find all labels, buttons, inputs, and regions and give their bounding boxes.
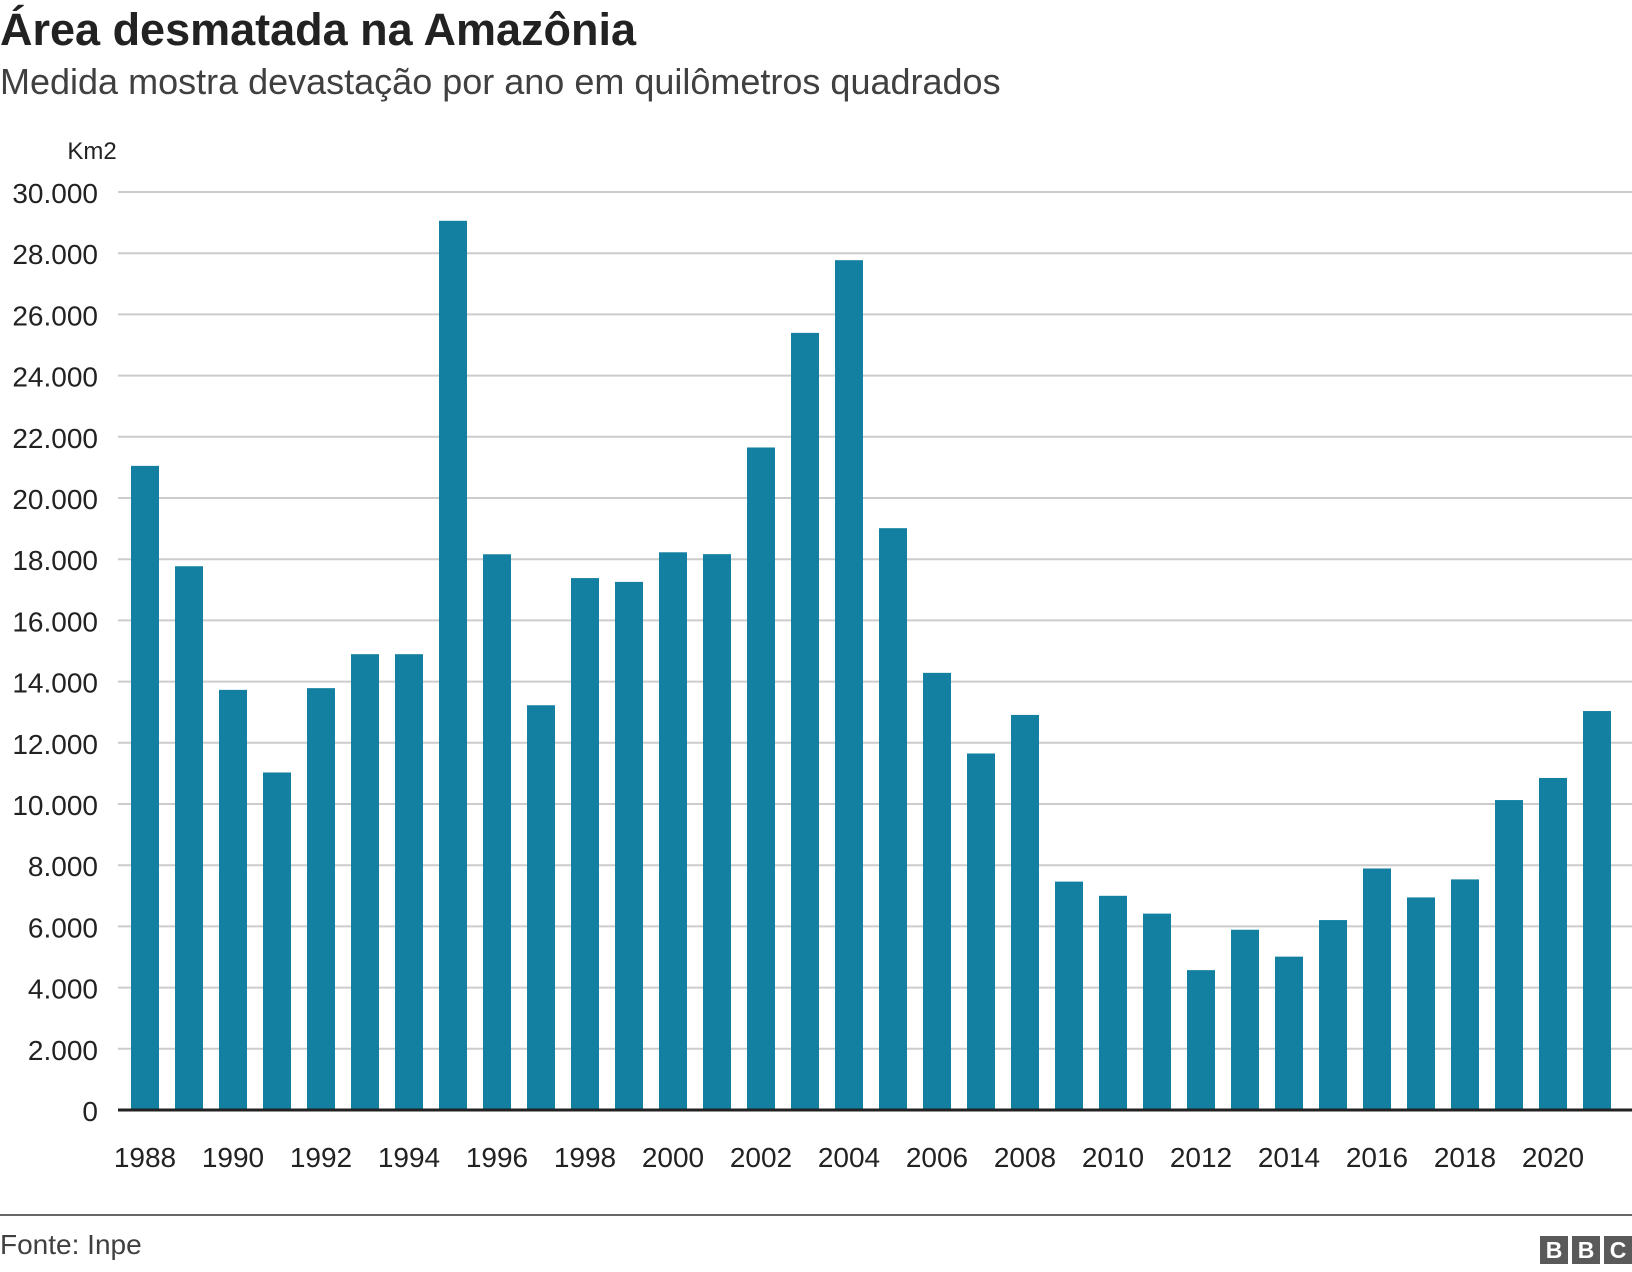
y-tick-label: 0 — [82, 1096, 98, 1127]
bar — [1275, 956, 1303, 1110]
y-tick-label: 26.000 — [12, 300, 98, 331]
bar — [351, 654, 379, 1110]
x-tick-label: 1994 — [378, 1142, 440, 1173]
y-tick-label: 16.000 — [12, 606, 98, 637]
bar — [1583, 711, 1611, 1110]
bar — [835, 260, 863, 1111]
x-tick-label: 1998 — [554, 1142, 616, 1173]
bar — [1055, 881, 1083, 1110]
x-tick-label: 1992 — [290, 1142, 352, 1173]
bar — [615, 581, 643, 1110]
bar — [1231, 929, 1259, 1110]
y-tick-label: 24.000 — [12, 362, 98, 393]
axis-labels: 0 2.000 4.000 6.000 8.000 10.000 12.000 14.000 1… — [12, 138, 1584, 1173]
bar — [967, 753, 995, 1110]
chart-subtitle: Medida mostra devastação por ano em quil… — [0, 61, 1001, 102]
y-tick-label: 18.000 — [12, 545, 98, 576]
x-tick-label: 1990 — [202, 1142, 264, 1173]
x-tick-label: 2020 — [1522, 1142, 1584, 1173]
x-tick-label: 2018 — [1434, 1142, 1496, 1173]
gridlines — [118, 191, 1632, 1050]
x-tick-label: 2012 — [1170, 1142, 1232, 1173]
bar — [923, 672, 951, 1110]
bbc-logo-letter: B — [1572, 1236, 1600, 1264]
y-tick-label: 8.000 — [28, 851, 98, 882]
bar — [307, 688, 335, 1110]
chart-title: Área desmatada na Amazônia — [0, 4, 637, 55]
x-tick-label: 1988 — [114, 1142, 176, 1173]
bar — [219, 689, 247, 1110]
bar-chart: 0 2.000 4.000 6.000 8.000 10.000 12.000 14.000 1… — [12, 138, 1632, 1173]
x-tick-label: 2006 — [906, 1142, 968, 1173]
x-tick-label: 2008 — [994, 1142, 1056, 1173]
bar — [175, 566, 203, 1110]
bar — [879, 528, 907, 1110]
footer-divider — [0, 1214, 1632, 1216]
bars — [131, 220, 1611, 1111]
bar — [483, 554, 511, 1110]
bbc-logo-letter: C — [1604, 1236, 1632, 1264]
bar — [571, 578, 599, 1110]
x-tick-label: 2010 — [1082, 1142, 1144, 1173]
bar — [1143, 913, 1171, 1110]
x-tick-label: 1996 — [466, 1142, 528, 1173]
bar — [1099, 895, 1127, 1110]
bar — [1539, 777, 1567, 1110]
bar — [703, 554, 731, 1110]
bar — [1319, 920, 1347, 1110]
bar — [1451, 879, 1479, 1110]
y-tick-label: 20.000 — [12, 484, 98, 515]
y-tick-label: 4.000 — [28, 974, 98, 1005]
x-tick-label: 2004 — [818, 1142, 880, 1173]
x-tick-label: 2000 — [642, 1142, 704, 1173]
bar — [1495, 800, 1523, 1110]
bar — [395, 654, 423, 1110]
source-note: Fonte: Inpe — [0, 1229, 142, 1260]
y-axis-label: Km2 — [67, 138, 116, 165]
bar — [1407, 897, 1435, 1110]
y-tick-label: 2.000 — [28, 1035, 98, 1066]
y-tick-label: 28.000 — [12, 239, 98, 270]
y-tick-label: 22.000 — [12, 423, 98, 454]
bar — [1011, 714, 1039, 1110]
bar — [131, 465, 159, 1110]
bar — [659, 552, 687, 1110]
x-tick-label: 2002 — [730, 1142, 792, 1173]
y-tick-label: 6.000 — [28, 912, 98, 943]
y-tick-label: 10.000 — [12, 790, 98, 821]
bar — [1187, 970, 1215, 1110]
bbc-logo: B B C — [1540, 1236, 1632, 1264]
bbc-logo-letter: B — [1540, 1236, 1568, 1264]
bar — [263, 772, 291, 1110]
bar — [747, 447, 775, 1111]
bar — [527, 705, 555, 1110]
bar — [439, 220, 467, 1110]
y-tick-label: 12.000 — [12, 729, 98, 760]
bar — [1363, 868, 1391, 1110]
bar — [791, 332, 819, 1110]
x-tick-label: 2016 — [1346, 1142, 1408, 1173]
y-tick-label: 14.000 — [12, 668, 98, 699]
x-tick-label: 2014 — [1258, 1142, 1320, 1173]
y-tick-label: 30.000 — [12, 178, 98, 209]
